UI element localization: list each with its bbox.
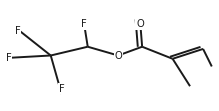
Text: F: F <box>59 84 65 94</box>
Text: F: F <box>6 53 12 63</box>
Text: F: F <box>14 26 20 36</box>
Text: O: O <box>114 51 122 60</box>
Text: O: O <box>136 19 144 29</box>
Text: F: F <box>81 19 86 29</box>
